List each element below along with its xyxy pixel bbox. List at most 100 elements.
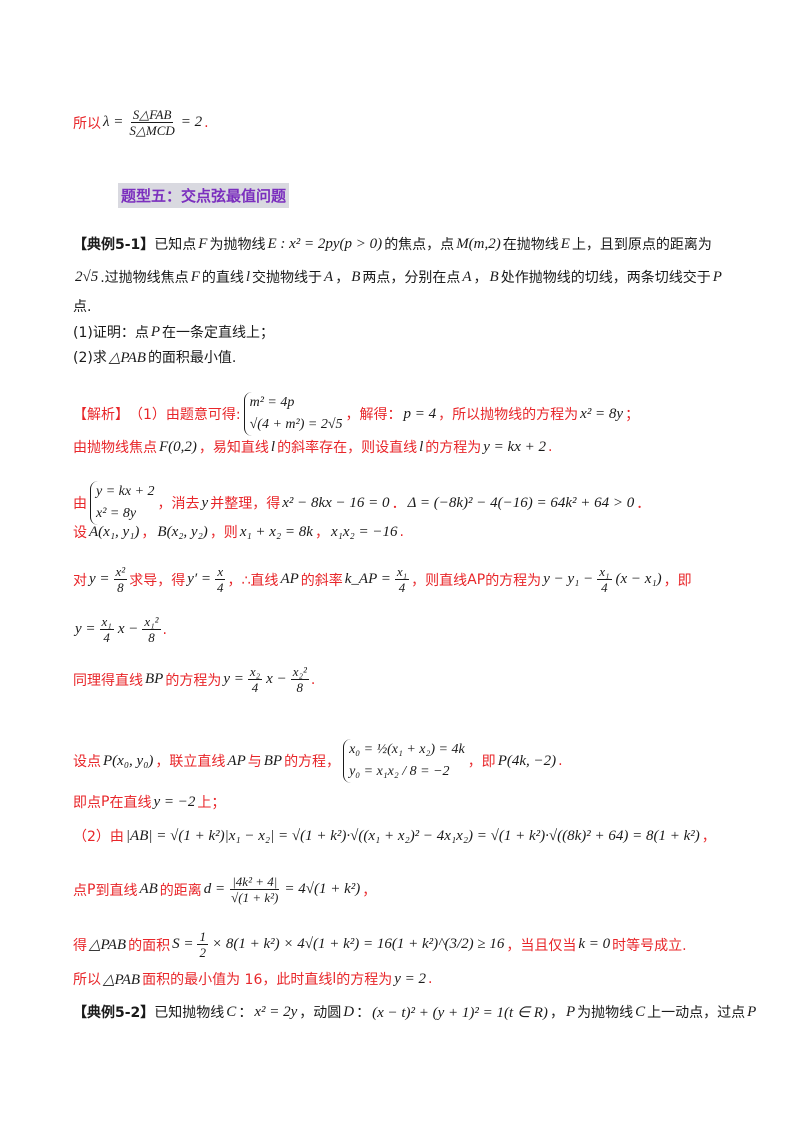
text-run: 已知点 xyxy=(154,237,197,253)
math-expression: △PAB xyxy=(89,937,127,953)
text-line: 由 y = kx + 2 x² = 8y ，消去 y 并整理，得 x² − 8kx − 16… xyxy=(73,481,650,525)
equation-system: y = kx + 2 x² = 8y xyxy=(90,481,155,525)
equation: y = kx + 2 xyxy=(96,484,155,499)
math-expression: y = kx + 2 xyxy=(483,438,546,455)
text-run: 求导，得 xyxy=(129,572,186,589)
fraction: x₁ 4 xyxy=(99,614,114,645)
math-expression: P(x₀, y₀) xyxy=(103,752,154,769)
numerator: x xyxy=(215,564,226,580)
math-expression: D xyxy=(343,1003,355,1020)
text-run: 的面积 xyxy=(128,937,171,954)
text-run: 点. xyxy=(73,299,92,315)
text-run: 的方程， xyxy=(284,754,341,770)
math-expression: x₁x₂ = −16 xyxy=(330,523,398,540)
math-expression: y = 2 xyxy=(394,970,427,987)
math-expression: y = xyxy=(75,621,96,637)
fraction: |4k² + 4| √(1 + k²) xyxy=(229,874,280,905)
denominator: 4 xyxy=(103,630,110,645)
text-run: 的直线 xyxy=(201,270,244,286)
text-line: 所以 △PAB 面积的最小值为 16，此时直线 l 的方程为 y = 2. xyxy=(73,969,432,989)
denominator: √(1 + k²) xyxy=(231,890,279,905)
math-expression: = 2 xyxy=(180,114,203,130)
text-line: 设点 P(x₀, y₀) ，联立直线 AP 与 BP 的方程， x₀ = ½(x₁ + x₂)… xyxy=(73,739,563,783)
section-heading: 题型五：交点弦最值问题 xyxy=(118,183,290,208)
text-run: （1）由题意可得: xyxy=(129,407,241,423)
text-run: 所以 xyxy=(73,972,101,988)
text-run: 到直线 xyxy=(95,882,138,899)
text-run: P xyxy=(101,794,110,810)
math-expression: BP xyxy=(263,752,283,769)
text-run: 上； xyxy=(197,795,226,811)
text-run: 同理得直线 xyxy=(73,672,143,689)
math-expression: P xyxy=(565,1003,576,1020)
text-line: （2）由 |AB| = √(1 + k²)|x₁ − x₂| = √(1 + k²… xyxy=(73,826,716,846)
text-run: 时等号成立. xyxy=(612,937,687,954)
text-run: 的方程为 xyxy=(425,440,482,456)
text-run: ，消去 xyxy=(157,496,200,512)
math-expression: y − y₁ − xyxy=(543,571,594,587)
text-run: 为抛物线 xyxy=(577,1005,634,1021)
text-line: y = x₁ 4 x − x₁² 8. xyxy=(73,614,167,645)
text-run: ． xyxy=(636,496,651,512)
math-expression: l xyxy=(270,438,276,455)
text-line: 【解析】 （1）由题意可得: m² = 4p √(4 + m²) = 2√5 ，解得： p… xyxy=(73,392,639,436)
math-expression: BP xyxy=(145,671,164,687)
math-expression: P xyxy=(747,1003,757,1020)
example-label: 【典例5-2】 xyxy=(73,1005,155,1021)
math-expression: B xyxy=(489,268,499,285)
text-run: 点 xyxy=(73,882,87,899)
text-run: 【解析】 xyxy=(73,407,129,423)
text-run: 即点 xyxy=(73,795,101,811)
math-expression: (x − t)² + (y + 1)² = 1(t ∈ R) xyxy=(372,1004,548,1021)
fraction: S△FAB S△MCD xyxy=(127,107,176,138)
text-run: ，即 xyxy=(467,754,496,770)
math-expression: y = −2 xyxy=(153,793,196,810)
text-run: (1)证明：点 xyxy=(73,325,149,341)
text-run: ，所以抛物线的方程为 xyxy=(438,407,579,423)
text-line: 由抛物线焦点 F(0,2) ，易知直线 l 的斜率存在，则设直线 l 的方程为 y = kx … xyxy=(73,437,552,457)
denominator: 4 xyxy=(601,580,608,595)
math-expression: x₁ + x₂ = 8k xyxy=(239,523,313,540)
text-line: 2√5 .过抛物线焦点 F 的直线 l 交抛物线于 A， B 两点，分别在点 A， B 处作抛物线的切… xyxy=(73,267,723,287)
math-expression: A xyxy=(462,268,472,285)
equation-system: m² = 4p √(4 + m²) = 2√5 xyxy=(243,392,343,436)
math-expression: x − xyxy=(266,671,287,687)
text-line: (1)证明：点 P 在一条定直线上； xyxy=(73,322,274,342)
text-run: (2)求 xyxy=(73,350,107,366)
text-run: 在直线 xyxy=(109,795,152,811)
equation-system: x₀ = ½(x₁ + x₂) = 4k y₀ = x₁x₂ / 8 = −2 xyxy=(343,739,465,783)
numerator: |4k² + 4| xyxy=(230,874,280,890)
numerator: x₁ xyxy=(99,614,114,630)
math-expression: = 4√(1 + k²) xyxy=(284,881,361,897)
text-run: . xyxy=(547,439,553,455)
math-expression: E xyxy=(560,235,570,252)
text-run: . xyxy=(162,621,167,638)
text-run: ． xyxy=(391,496,406,512)
math-expression: y = xyxy=(223,671,244,687)
text-run: ，当且仅当 xyxy=(506,937,577,954)
text-run: . xyxy=(399,524,404,540)
numerator: 1 xyxy=(197,929,208,945)
math-expression: AP xyxy=(280,571,299,587)
text-run: 的方程为 xyxy=(336,972,393,988)
math-expression: d = xyxy=(203,881,226,897)
example-label: 【典例5-1】 xyxy=(73,237,155,253)
text-run: ， xyxy=(701,829,716,845)
fraction: x₂² 8 xyxy=(290,664,309,695)
equation: x₀ = ½(x₁ + x₂) = 4k xyxy=(349,742,465,757)
numerator: S△FAB xyxy=(130,107,174,123)
text-run: （2）由 xyxy=(73,829,124,845)
denominator: 2 xyxy=(199,945,206,960)
text-run: ， xyxy=(362,882,377,899)
text-run: 在抛物线 xyxy=(502,237,559,253)
text-line: 点. xyxy=(73,296,91,316)
denominator: 8 xyxy=(296,680,304,695)
text-run: 在一条定直线上； xyxy=(162,325,275,341)
math-expression: 2√5 xyxy=(75,268,99,285)
math-expression: × 8(1 + k²) × 4√(1 + k²) = 16(1 + k²)^(3… xyxy=(211,936,505,952)
text-run: 已知抛物线 xyxy=(154,1005,225,1021)
fraction: x₂ 4 xyxy=(247,664,263,695)
math-expression: P(4k, −2) xyxy=(497,752,557,769)
